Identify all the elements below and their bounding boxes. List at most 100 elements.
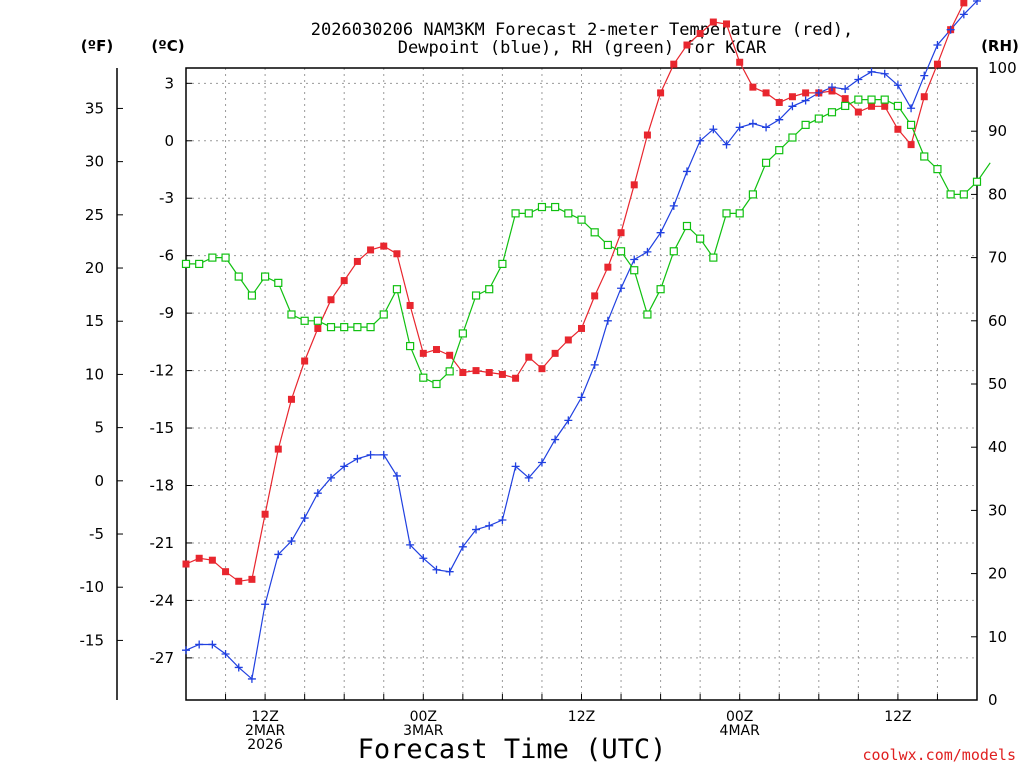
rh-point bbox=[616, 247, 626, 256]
x-tick-label: 12Z bbox=[568, 709, 595, 725]
rh-point bbox=[300, 316, 309, 325]
2-meter-temperature-point bbox=[933, 60, 941, 68]
2-meter-temperature-point bbox=[630, 181, 638, 189]
x-tick-label: 12Z bbox=[884, 709, 911, 725]
f-tick-label: -15 bbox=[80, 631, 105, 649]
rh-point bbox=[537, 202, 547, 212]
dewpoint-point bbox=[867, 67, 876, 76]
2-meter-temperature-point bbox=[274, 445, 282, 453]
2-meter-temperature-point bbox=[709, 18, 717, 26]
rh-point bbox=[946, 190, 955, 199]
fahrenheit-unit-label: (ºF) bbox=[81, 37, 113, 55]
rh-point bbox=[287, 310, 296, 319]
dewpoint-point bbox=[182, 646, 190, 655]
rh-tick-label: 80 bbox=[988, 185, 1007, 203]
2-meter-temperature-point bbox=[182, 560, 190, 568]
c-tick-label: 0 bbox=[164, 132, 174, 150]
rh-point bbox=[669, 247, 678, 256]
2-meter-temperature-point bbox=[235, 577, 243, 585]
dewpoint-point bbox=[195, 640, 204, 649]
dewpoint-point bbox=[696, 136, 705, 145]
dewpoint-point bbox=[327, 473, 336, 482]
rh-point bbox=[221, 253, 230, 262]
x-axis-label: Forecast Time (UTC) bbox=[358, 734, 667, 765]
rh-point bbox=[340, 323, 349, 332]
c-tick-label: -9 bbox=[159, 304, 174, 322]
rh-point bbox=[379, 310, 388, 319]
2-meter-temperature-point bbox=[920, 93, 928, 101]
dewpoint-point bbox=[854, 75, 863, 84]
rh-point bbox=[419, 373, 428, 382]
rh-point bbox=[590, 228, 599, 237]
2-meter-temperature-point bbox=[604, 263, 612, 271]
2-meter-temperature-point bbox=[327, 296, 335, 304]
dewpoint-point bbox=[432, 565, 441, 574]
site-credit: coolwx.com/models bbox=[862, 746, 1016, 764]
dewpoint-point bbox=[682, 167, 691, 176]
rh-point bbox=[867, 95, 876, 104]
rh-point bbox=[551, 202, 560, 212]
rh-point bbox=[827, 108, 837, 117]
2-meter-temperature-point bbox=[643, 131, 651, 139]
dewpoint-point bbox=[234, 663, 243, 672]
rh-point bbox=[195, 259, 204, 269]
rh-tick-label: 90 bbox=[988, 122, 1007, 140]
2-meter-temperature-point bbox=[683, 41, 691, 49]
rh-point bbox=[406, 341, 415, 351]
2-meter-temperature-point bbox=[406, 301, 414, 309]
2-meter-temperature-point bbox=[802, 89, 810, 97]
rh-point bbox=[814, 114, 823, 123]
rh-point bbox=[841, 101, 850, 111]
dewpoint-point bbox=[933, 41, 942, 50]
dewpoint-point bbox=[458, 542, 467, 551]
2-meter-temperature-point bbox=[868, 102, 876, 110]
rh-point bbox=[709, 253, 718, 262]
2-meter-temperature-point bbox=[261, 510, 269, 518]
x-tick-label: 00Z bbox=[726, 709, 753, 725]
dewpoint-point bbox=[551, 435, 560, 444]
rh-point bbox=[208, 253, 217, 262]
dewpoint-point bbox=[762, 123, 771, 132]
x-tick-label: 2MAR bbox=[245, 723, 286, 739]
2-meter-temperature-point bbox=[551, 349, 559, 357]
dewpoint-point bbox=[498, 515, 507, 524]
dewpoint-point bbox=[643, 247, 652, 256]
dewpoint-point bbox=[788, 102, 797, 111]
dewpoint-point bbox=[406, 540, 415, 549]
dewpoint-point bbox=[630, 255, 639, 264]
2-meter-temperature-point bbox=[380, 242, 388, 250]
2-meter-temperature-point bbox=[578, 324, 585, 332]
2-meter-temperature-point bbox=[525, 353, 533, 361]
dewpoint-point bbox=[748, 119, 757, 128]
f-tick-label: 10 bbox=[85, 365, 104, 383]
2-meter-temperature-point bbox=[512, 374, 520, 382]
dewpoint-point bbox=[656, 228, 665, 237]
2-meter-temperature-point bbox=[340, 277, 348, 285]
rh-point bbox=[761, 158, 771, 167]
f-tick-label: 30 bbox=[85, 153, 104, 171]
rh-point bbox=[682, 221, 692, 231]
dewpoint-point bbox=[313, 489, 322, 498]
gridlines bbox=[186, 68, 977, 700]
rh-point bbox=[524, 209, 533, 218]
dewpoint-point bbox=[814, 88, 823, 97]
rh-point bbox=[748, 190, 757, 199]
2-meter-temperature-point bbox=[762, 89, 770, 97]
2-meter-temperature-point bbox=[419, 349, 427, 357]
2-meter-temperature-point bbox=[696, 30, 704, 38]
rh-point bbox=[445, 367, 454, 376]
rh-point bbox=[366, 323, 375, 332]
2-meter-temperature-point bbox=[670, 60, 678, 68]
2-meter-temperature-point bbox=[287, 395, 295, 403]
axes: 35302520151050-5-10-1530-3-6-9-12-15-18-… bbox=[80, 59, 1017, 709]
x-tick-label: 12Z bbox=[251, 709, 278, 725]
dewpoint-point bbox=[893, 81, 902, 90]
2-meter-temperature-point bbox=[854, 108, 862, 116]
dewpoint-point bbox=[287, 537, 296, 546]
2-meter-temperature-point bbox=[393, 250, 401, 258]
dewpoint-point bbox=[564, 416, 573, 425]
c-tick-label: -27 bbox=[150, 649, 175, 667]
dewpoint-point bbox=[485, 521, 494, 530]
rh-point bbox=[959, 190, 968, 199]
